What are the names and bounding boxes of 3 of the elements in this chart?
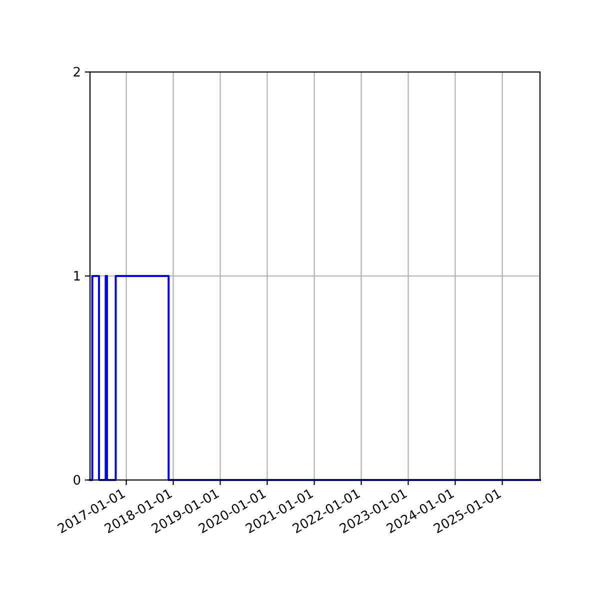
y-tick-label: 1	[72, 270, 81, 285]
y-tick-label: 0	[72, 474, 81, 489]
y-tick-label: 2	[72, 66, 81, 81]
